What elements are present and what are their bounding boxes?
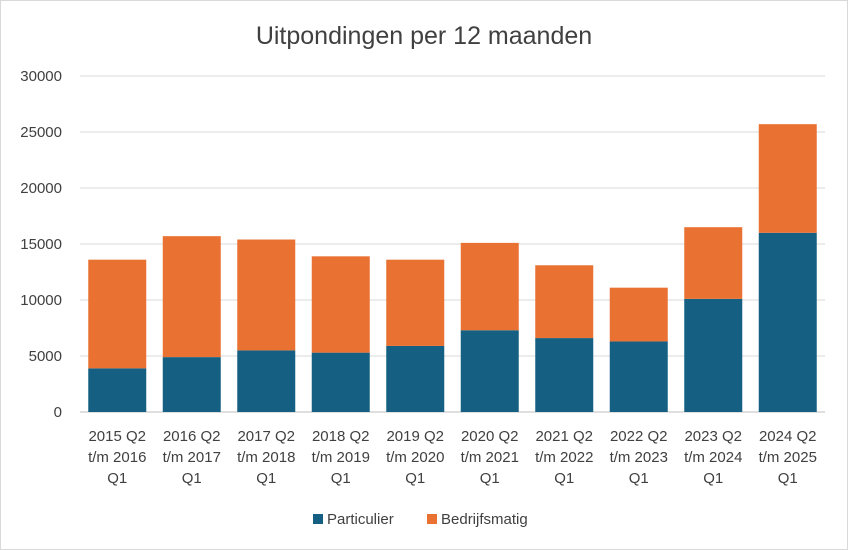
bar-particulier — [162, 357, 221, 412]
legend-label: Bedrijfsmatig — [441, 511, 528, 528]
bar-bedrijfsmatig — [88, 259, 147, 369]
y-tick-label: 30000 — [20, 68, 62, 85]
bar-particulier — [609, 341, 668, 412]
y-tick-label: 0 — [54, 404, 62, 421]
bar-particulier — [386, 345, 445, 412]
x-category-label: 2019 Q2 — [386, 428, 444, 445]
y-tick-label: 20000 — [20, 180, 62, 197]
x-category-label: Q1 — [703, 470, 723, 487]
bar-bedrijfsmatig — [386, 259, 445, 346]
x-category-label: t/m 2016 — [88, 449, 146, 466]
y-tick-label: 5000 — [29, 348, 62, 365]
x-category-label: 2023 Q2 — [684, 428, 742, 445]
bar-particulier — [684, 298, 743, 412]
x-category-label: Q1 — [331, 470, 351, 487]
x-category-label: t/m 2020 — [386, 449, 444, 466]
x-category-label: 2015 Q2 — [88, 428, 146, 445]
x-category-label: Q1 — [256, 470, 276, 487]
x-category-label: t/m 2017 — [163, 449, 221, 466]
legend-label: Particulier — [327, 511, 394, 528]
x-category-label: 2021 Q2 — [535, 428, 593, 445]
bar-particulier — [460, 330, 519, 412]
x-category-label: Q1 — [778, 470, 798, 487]
x-category-label: Q1 — [480, 470, 500, 487]
x-category-label: 2018 Q2 — [312, 428, 370, 445]
x-category-label: Q1 — [629, 470, 649, 487]
x-category-label: t/m 2024 — [684, 449, 742, 466]
bar-bedrijfsmatig — [609, 287, 668, 342]
x-category-label: t/m 2018 — [237, 449, 295, 466]
x-category-label: t/m 2022 — [535, 449, 593, 466]
x-category-label: Q1 — [182, 470, 202, 487]
x-category-label: 2022 Q2 — [610, 428, 668, 445]
x-category-label: t/m 2019 — [312, 449, 370, 466]
bar-bedrijfsmatig — [758, 124, 817, 233]
x-category-label: t/m 2025 — [759, 449, 817, 466]
bar-particulier — [88, 368, 147, 412]
bar-particulier — [758, 232, 817, 412]
legend-swatch — [427, 514, 437, 524]
x-category-label: Q1 — [107, 470, 127, 487]
bar-particulier — [535, 338, 594, 412]
y-tick-label: 10000 — [20, 292, 62, 309]
x-category-label: 2020 Q2 — [461, 428, 519, 445]
x-category-label: 2017 Q2 — [237, 428, 295, 445]
bar-bedrijfsmatig — [162, 236, 221, 358]
bar-bedrijfsmatig — [684, 227, 743, 299]
y-tick-label: 15000 — [20, 236, 62, 253]
bars — [88, 124, 817, 412]
x-category-label: Q1 — [405, 470, 425, 487]
x-category-label: Q1 — [554, 470, 574, 487]
x-category-label: t/m 2021 — [461, 449, 519, 466]
bar-bedrijfsmatig — [460, 242, 519, 331]
bar-bedrijfsmatig — [535, 265, 594, 339]
chart-title: Uitpondingen per 12 maanden — [256, 22, 592, 50]
bar-particulier — [311, 352, 370, 412]
x-category-label: 2016 Q2 — [163, 428, 221, 445]
legend: Particulier Bedrijfsmatig — [313, 511, 528, 528]
x-axis-labels: 2015 Q2 t/m 2016 Q1 2016 Q2 t/m 2017 Q1 2017 Q… — [88, 428, 817, 487]
bar-bedrijfsmatig — [237, 239, 296, 351]
bar-bedrijfsmatig — [311, 256, 370, 353]
legend-swatch — [313, 514, 323, 524]
y-axis-ticks: 0 5000 10000 15000 20000 25000 30000 — [20, 68, 62, 421]
y-tick-label: 25000 — [20, 124, 62, 141]
x-category-label: t/m 2023 — [610, 449, 668, 466]
x-category-label: 2024 Q2 — [759, 428, 817, 445]
bar-particulier — [237, 350, 296, 412]
